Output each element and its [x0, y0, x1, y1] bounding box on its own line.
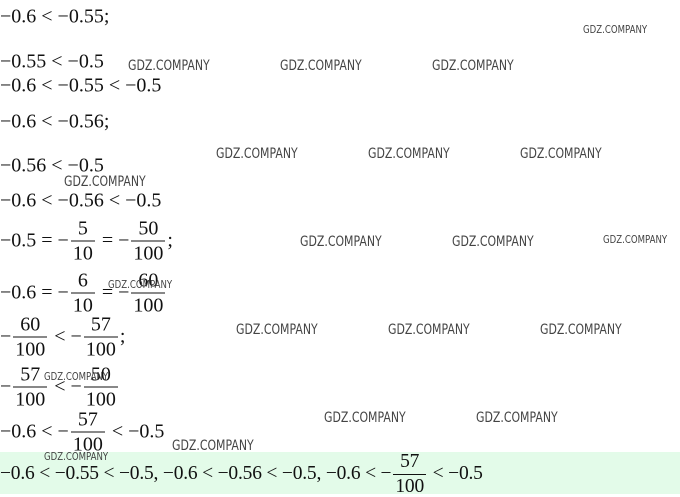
watermark: GDZ.COMPANY	[540, 322, 622, 338]
watermark: GDZ.COMPANY	[324, 410, 406, 426]
numerator: 57	[400, 451, 420, 472]
math-text: −0.6 < −	[0, 420, 69, 443]
denominator: 10	[70, 240, 95, 265]
watermark: GDZ.COMPANY	[108, 278, 173, 291]
numerator: 5	[77, 217, 88, 240]
denominator: 100	[131, 240, 166, 265]
watermark: GDZ.COMPANY	[368, 146, 450, 162]
numerator: 60	[20, 313, 41, 336]
denominator: 100	[393, 473, 426, 497]
watermark: GDZ.COMPANY	[64, 174, 146, 190]
math-text: = −	[96, 281, 130, 304]
watermark: GDZ.COMPANY	[520, 146, 602, 162]
math-line: −0.6 < −0.56;	[0, 111, 109, 134]
math-line: −60 100 < −57 100;	[0, 315, 125, 360]
math-line: −0.55 < −0.5	[0, 51, 104, 74]
denominator: 100	[83, 336, 118, 361]
watermark: GDZ.COMPANY	[452, 234, 534, 250]
fraction: 57 100	[83, 313, 118, 361]
math-text: −0.56 < −0.5	[0, 154, 104, 177]
math-text: −	[0, 375, 12, 398]
numerator: 50	[138, 217, 159, 240]
math-text: = −	[96, 229, 130, 252]
denominator: 100	[70, 431, 105, 456]
math-text: −0.55 < −0.5	[0, 50, 104, 73]
fraction: 57 100	[70, 408, 105, 456]
numerator: 50	[90, 363, 111, 386]
math-text: −0.6 < −0.56;	[0, 110, 110, 133]
math-line: −57 100 < −50 100	[0, 365, 120, 410]
watermark: GDZ.COMPANY	[432, 58, 514, 74]
math-text: < −	[49, 375, 82, 398]
watermark: GDZ.COMPANY	[280, 58, 362, 74]
numerator: 57	[20, 363, 41, 386]
fraction: 50 100	[83, 363, 118, 411]
watermark: GDZ.COMPANY	[300, 234, 382, 250]
fraction: 57 100	[13, 363, 48, 411]
math-line: −0.5 = −5 10 = −50 100;	[0, 219, 173, 264]
watermark: GDZ.COMPANY	[603, 233, 668, 246]
math-text: < −0.5	[428, 463, 483, 484]
fraction: 50 100	[131, 217, 166, 265]
math-text: ;	[167, 229, 173, 252]
math-text: −0.6 < −0.55;	[0, 5, 110, 28]
fraction: 57 100	[393, 452, 426, 496]
math-line: −0.6 < −0.55;	[0, 6, 109, 29]
fraction: 60 100	[131, 269, 166, 317]
fraction: 5 10	[70, 217, 95, 265]
numerator: 6	[77, 269, 88, 292]
denominator: 100	[13, 386, 48, 411]
numerator: 57	[90, 313, 111, 336]
watermark: GDZ.COMPANY	[236, 322, 318, 338]
watermark: GDZ.COMPANY	[44, 370, 109, 383]
fraction: 60 100	[13, 313, 48, 361]
watermark: GDZ.COMPANY	[44, 450, 109, 463]
math-line: −0.56 < −0.5	[0, 155, 104, 178]
math-text: < −0.5	[106, 420, 165, 443]
math-line: −0.6 < −57 100 < −0.5	[0, 410, 164, 455]
watermark: GDZ.COMPANY	[476, 410, 558, 426]
math-line: −0.6 < −0.55 < −0.5	[0, 75, 161, 98]
math-text: −0.5 = −	[0, 229, 69, 252]
math-line: −0.6 < −0.55 < −0.5, −0.6 < −0.56 < −0.5…	[0, 452, 483, 496]
answer-highlight	[0, 452, 680, 494]
denominator: 100	[131, 292, 166, 317]
math-text: ;	[119, 325, 126, 348]
denominator: 100	[13, 336, 48, 361]
math-text: −0.6 < −0.55 < −0.5	[0, 74, 162, 97]
math-text: −	[0, 325, 12, 348]
math-line: −0.6 < −0.56 < −0.5	[0, 190, 161, 213]
numerator: 57	[77, 408, 98, 431]
numerator: 60	[138, 269, 159, 292]
watermark: GDZ.COMPANY	[388, 322, 470, 338]
math-text: < −	[49, 325, 82, 348]
math-text: −0.6 = −	[0, 281, 69, 304]
watermark: GDZ.COMPANY	[128, 58, 210, 74]
fraction: 6 10	[70, 269, 95, 317]
watermark: GDZ.COMPANY	[583, 23, 648, 36]
math-text: −0.6 < −0.55 < −0.5, −0.6 < −0.56 < −0.5…	[0, 463, 392, 484]
denominator: 100	[83, 386, 118, 411]
watermark: GDZ.COMPANY	[216, 146, 298, 162]
watermark: GDZ.COMPANY	[172, 438, 254, 454]
math-line: −0.6 = −6 10 = −60 100	[0, 271, 167, 316]
denominator: 10	[70, 292, 95, 317]
math-text: −0.6 < −0.56 < −0.5	[0, 189, 162, 212]
